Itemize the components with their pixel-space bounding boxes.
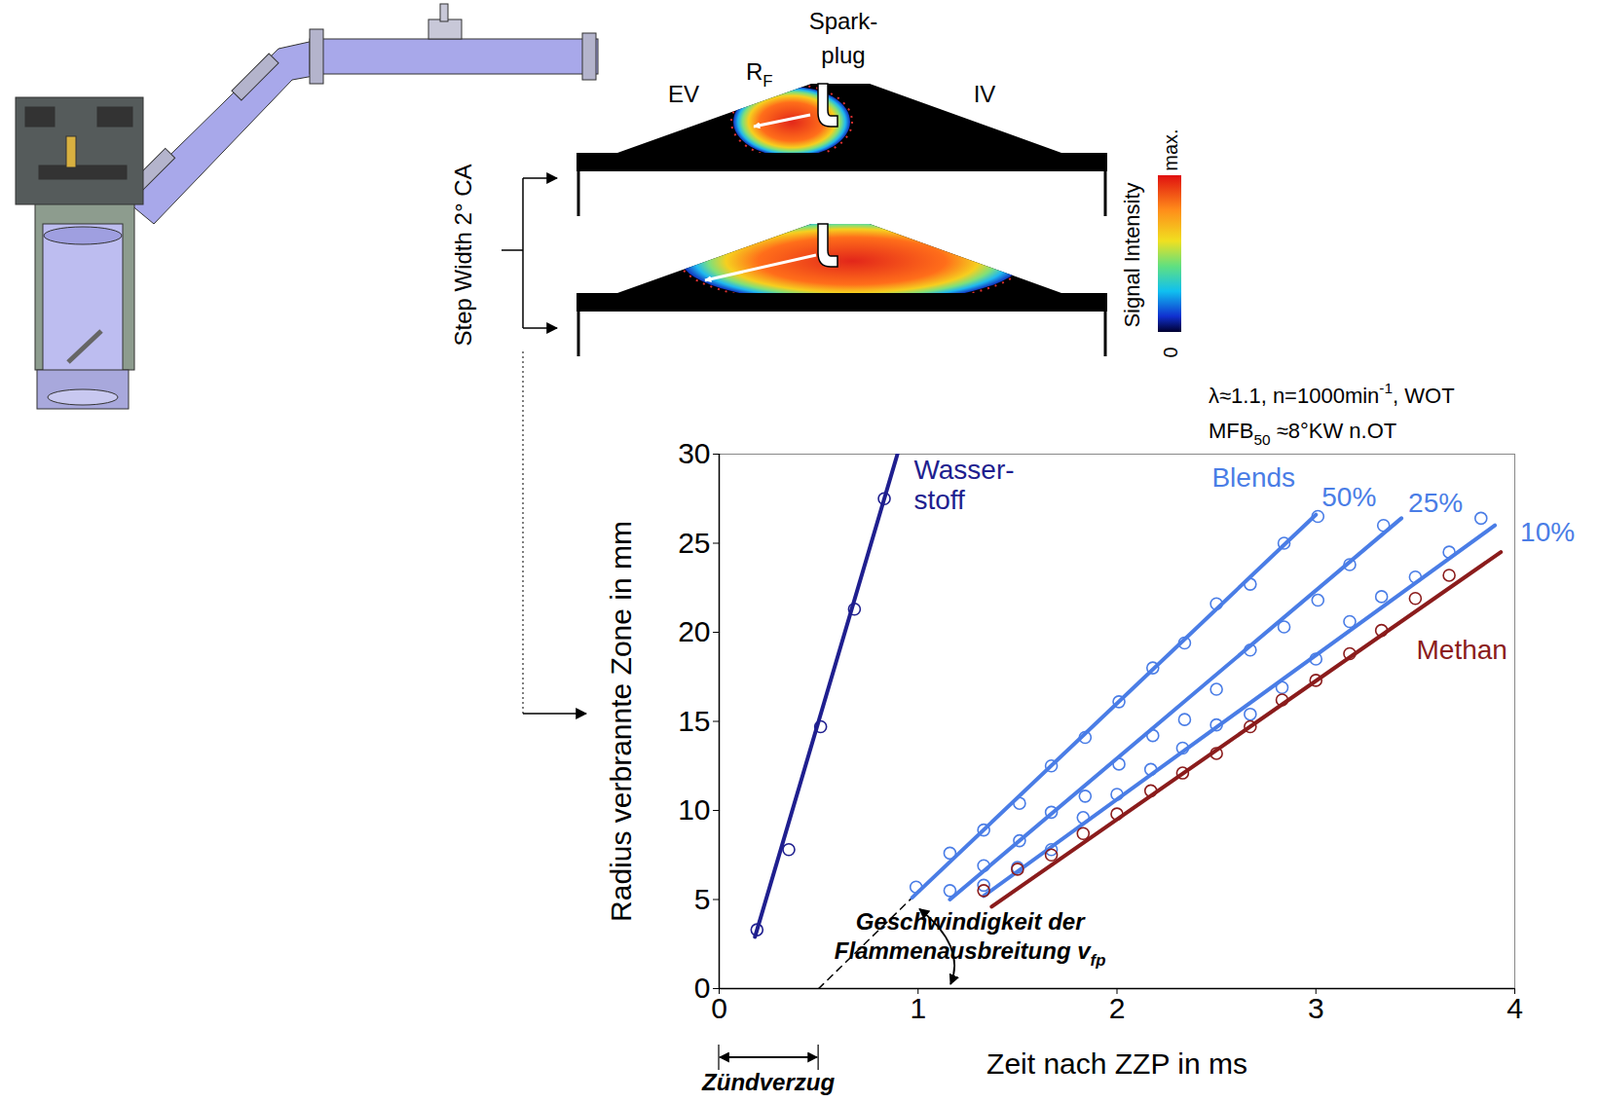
svg-text:Methan: Methan — [1415, 634, 1507, 666]
svg-text:Signal Intensity: Signal Intensity — [1119, 182, 1145, 328]
svg-text:MFB50 ≈8°KW n.OT: MFB50 ≈8°KW n.OT — [1208, 418, 1397, 448]
svg-text:λ≈1.1, n=1000min-1, WOT: λ≈1.1, n=1000min-1, WOT — [1208, 379, 1455, 409]
svg-text:0: 0 — [710, 992, 728, 1025]
svg-text:RF: RF — [745, 58, 774, 91]
svg-text:20: 20 — [677, 615, 710, 648]
svg-text:1: 1 — [909, 992, 927, 1025]
svg-text:Spark-plug: Spark-plug — [809, 7, 879, 69]
svg-text:max.: max. — [1159, 128, 1182, 171]
svg-text:Zündverzug: Zündverzug — [701, 1069, 835, 1096]
svg-text:Step Width 2° CA: Step Width 2° CA — [449, 163, 477, 346]
svg-text:Geschwindigkeit der: Geschwindigkeit der — [855, 908, 1086, 935]
svg-text:4: 4 — [1506, 992, 1524, 1025]
svg-text:Zeit nach ZZP in ms: Zeit nach ZZP in ms — [986, 1047, 1248, 1080]
svg-text:10%: 10% — [1520, 517, 1575, 548]
svg-text:10: 10 — [677, 793, 710, 826]
svg-text:Wasser-stoff: Wasser-stoff — [913, 454, 1014, 516]
svg-text:0: 0 — [1159, 346, 1182, 358]
svg-text:15: 15 — [677, 705, 710, 738]
svg-text:Radius verbrannte Zone in mm: Radius verbrannte Zone in mm — [604, 520, 637, 923]
svg-text:Blends: Blends — [1211, 462, 1296, 493]
svg-text:25%: 25% — [1408, 487, 1463, 519]
svg-text:Flammenausbreitung vfp: Flammenausbreitung vfp — [834, 937, 1107, 970]
svg-text:50%: 50% — [1321, 482, 1377, 513]
svg-text:2: 2 — [1109, 992, 1126, 1025]
svg-text:5: 5 — [694, 883, 711, 916]
svg-text:0: 0 — [694, 971, 711, 1005]
svg-text:3: 3 — [1307, 992, 1325, 1025]
svg-text:30: 30 — [677, 437, 710, 470]
svg-text:EV: EV — [668, 80, 700, 108]
svg-text:25: 25 — [677, 526, 710, 559]
svg-text:IV: IV — [973, 80, 997, 108]
